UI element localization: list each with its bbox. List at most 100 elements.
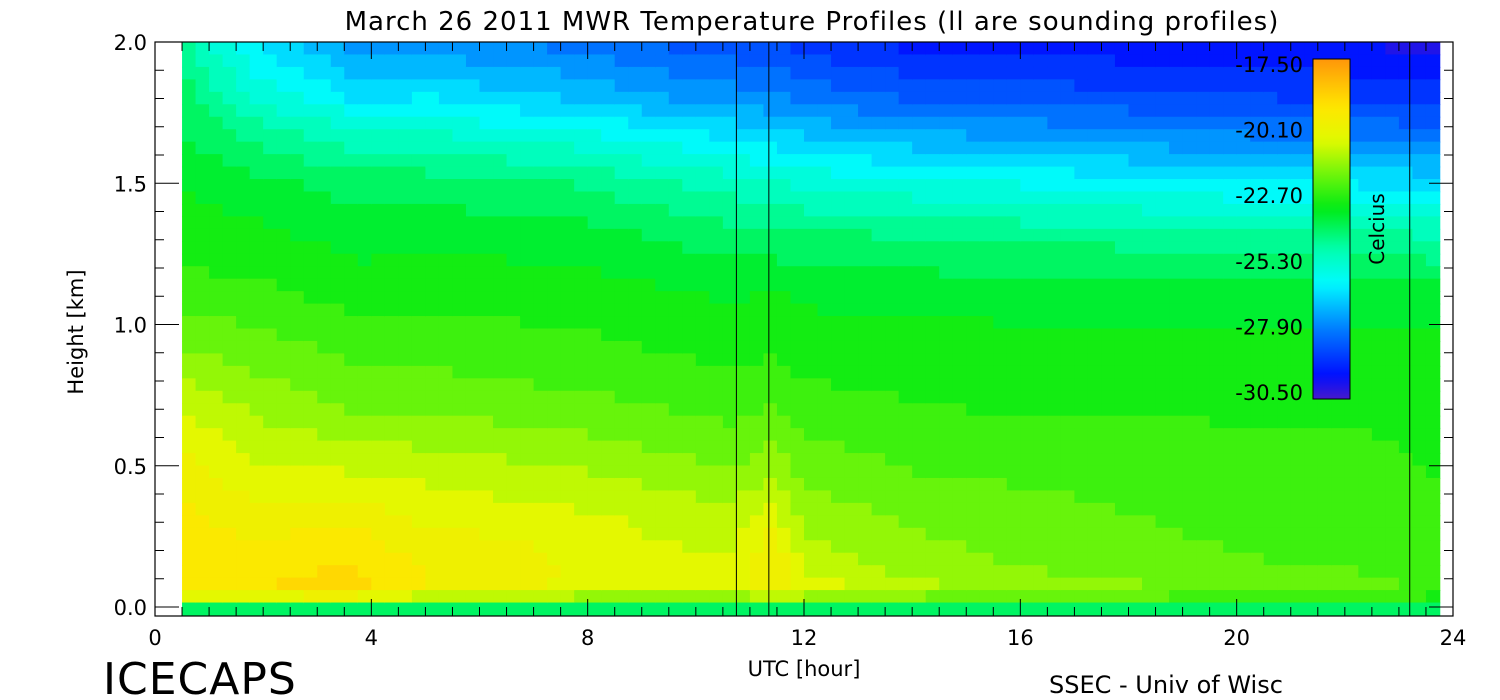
heatmap-cell — [1101, 565, 1116, 579]
heatmap-cell — [1142, 527, 1157, 542]
heatmap-cell — [303, 403, 319, 417]
heatmap-cell — [520, 353, 535, 367]
heatmap-cell — [1047, 116, 1062, 130]
heatmap-cell — [1263, 440, 1279, 454]
heatmap-cell — [560, 66, 575, 81]
heatmap-cell — [1358, 303, 1373, 317]
heatmap-cell — [1074, 91, 1089, 106]
heatmap-cell — [925, 440, 941, 454]
heatmap-cell — [979, 403, 995, 417]
heatmap-cell — [1358, 428, 1373, 442]
heatmap-cell — [290, 328, 305, 342]
heatmap-cell — [736, 477, 751, 492]
heatmap-cell — [1196, 590, 1211, 604]
heatmap-cell — [817, 477, 832, 492]
heatmap-cell — [249, 303, 264, 317]
heatmap-cell — [425, 253, 440, 268]
heatmap-cell — [831, 502, 846, 517]
heatmap-cell — [1385, 241, 1400, 255]
heatmap-cell — [1358, 577, 1373, 591]
heatmap-cell — [263, 104, 278, 118]
heatmap-cell — [898, 129, 913, 143]
heatmap-cell — [1087, 228, 1103, 243]
heatmap-cell — [1398, 203, 1414, 218]
heatmap-cell — [560, 91, 575, 106]
heatmap-cell — [1223, 79, 1238, 93]
heatmap-cell — [520, 303, 535, 317]
heatmap-cell — [1371, 66, 1387, 81]
heatmap-cell — [465, 42, 481, 56]
heatmap-cell — [722, 378, 738, 392]
heatmap-cell — [1020, 179, 1035, 193]
heatmap-cell — [641, 42, 657, 56]
heatmap-cell — [506, 79, 521, 93]
heatmap-cell — [1169, 179, 1184, 193]
heatmap-cell — [1358, 490, 1373, 504]
heatmap-cell — [844, 378, 859, 392]
heatmap-cell — [182, 179, 197, 193]
heatmap-cell — [817, 415, 832, 429]
heatmap-cell — [398, 166, 413, 180]
heatmap-cell — [465, 465, 481, 479]
heatmap-cell — [249, 253, 264, 268]
heatmap-cell — [236, 502, 251, 517]
heatmap-cell — [1304, 440, 1319, 454]
heatmap-cell — [993, 66, 1008, 81]
heatmap-cell — [560, 241, 575, 255]
heatmap-cell — [330, 378, 346, 392]
heatmap-cell — [1331, 552, 1346, 566]
heatmap-cell — [465, 328, 481, 342]
heatmap-cell — [384, 415, 400, 429]
heatmap-cell — [993, 465, 1008, 479]
heatmap-cell — [398, 490, 413, 504]
heatmap-cell — [1412, 42, 1427, 56]
heatmap-cell — [993, 328, 1008, 342]
heatmap-cell — [520, 378, 535, 392]
heatmap-cell — [276, 291, 292, 305]
heatmap-cell — [1101, 241, 1116, 255]
heatmap-cell — [1033, 278, 1049, 292]
heatmap-cell — [303, 340, 319, 355]
heatmap-cell — [290, 465, 305, 479]
heatmap-cell — [371, 552, 386, 566]
heatmap-cell — [236, 540, 251, 554]
heatmap-cell — [587, 54, 602, 68]
heatmap-cell — [668, 477, 684, 492]
heatmap-cell — [1358, 590, 1373, 604]
heatmap-cell — [1209, 291, 1224, 305]
heatmap-cell — [411, 129, 427, 143]
heatmap-cell — [1182, 42, 1197, 56]
heatmap-cell — [263, 365, 278, 380]
heatmap-cell — [1331, 42, 1346, 56]
heatmap-cell — [763, 228, 778, 243]
heatmap-cell — [411, 91, 427, 106]
heatmap-cell — [1006, 502, 1022, 517]
heatmap-cell — [1060, 502, 1076, 517]
heatmap-cell — [682, 216, 697, 230]
heatmap-cell — [330, 502, 346, 517]
heatmap-cell — [344, 216, 359, 230]
heatmap-cell — [1182, 440, 1197, 454]
heatmap-cell — [1182, 465, 1197, 479]
heatmap-cell — [871, 79, 886, 93]
heatmap-cell — [1371, 179, 1387, 193]
heatmap-cell — [1142, 428, 1157, 442]
heatmap-cell — [1263, 465, 1279, 479]
heatmap-cell — [465, 502, 481, 517]
heatmap-cell — [465, 278, 481, 292]
heatmap-cell — [722, 328, 738, 342]
heatmap-cell — [1169, 353, 1184, 367]
heatmap-cell — [1344, 415, 1360, 429]
heatmap-cell — [1371, 590, 1387, 604]
heatmap-cell — [263, 154, 278, 168]
heatmap-cell — [1033, 104, 1049, 118]
heatmap-cell — [722, 228, 738, 243]
heatmap-cell — [1155, 66, 1170, 81]
heatmap-cell — [1223, 440, 1238, 454]
heatmap-cell — [641, 266, 657, 280]
heatmap-cell — [209, 203, 224, 218]
x-axis-label: UTC [hour] — [748, 657, 861, 681]
heatmap-cell — [317, 403, 332, 417]
x-tick-label: 8 — [581, 626, 594, 650]
heatmap-cell — [844, 91, 859, 106]
